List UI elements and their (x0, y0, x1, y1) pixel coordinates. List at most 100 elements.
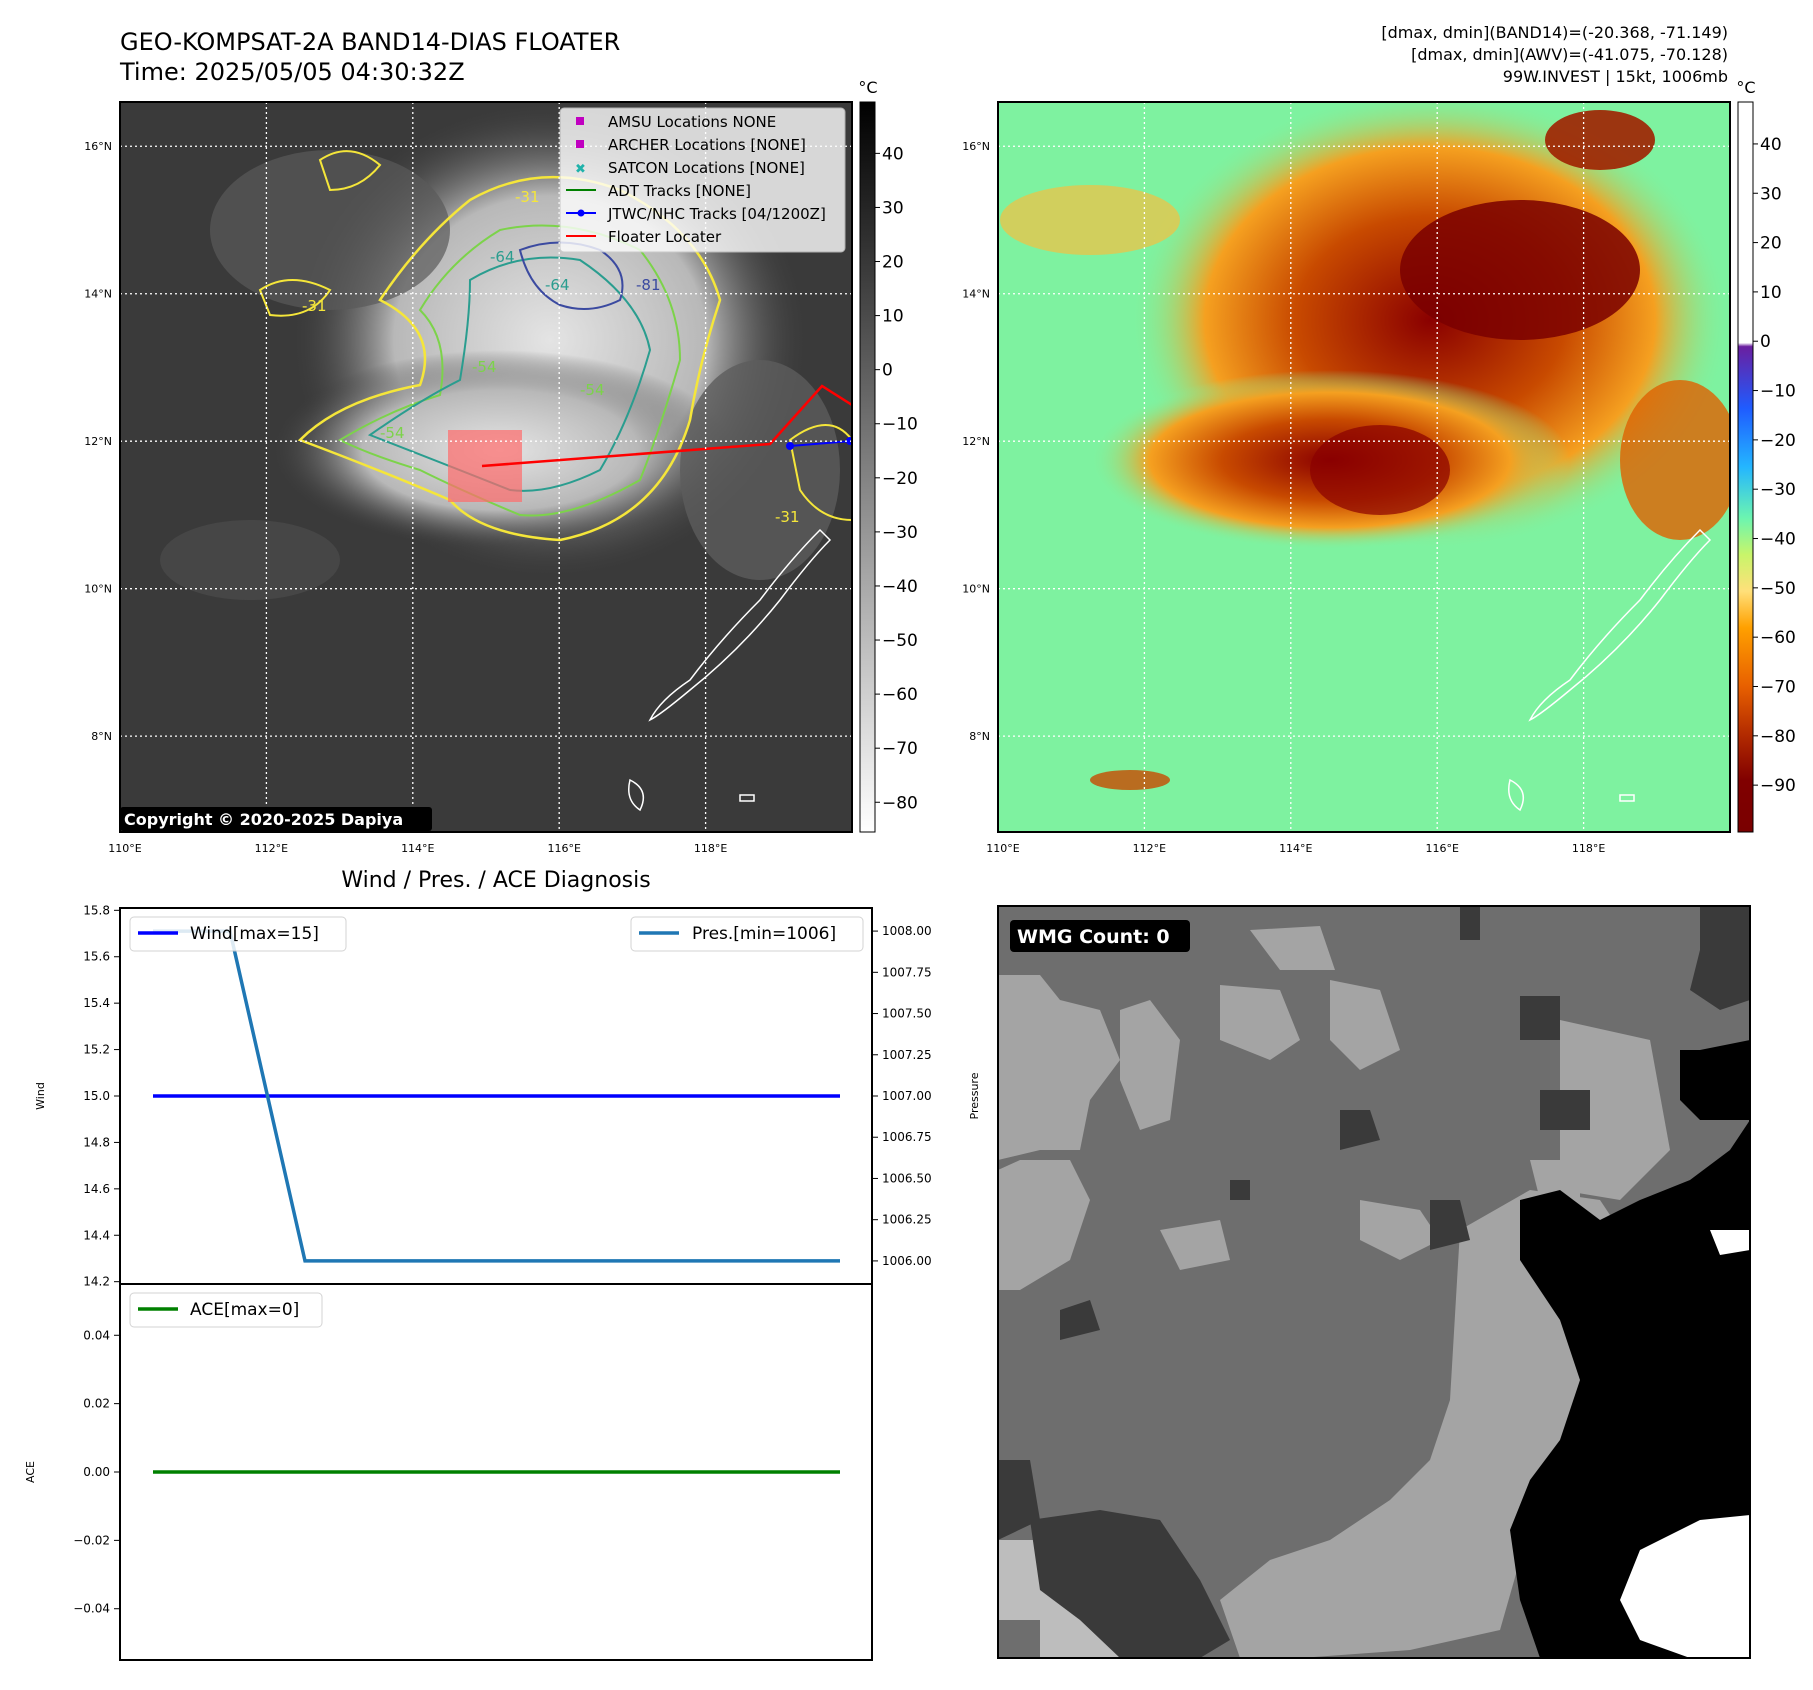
band14-lon-label: 114°E (401, 842, 434, 855)
pressure-ytick-label: 1006.50 (882, 1171, 932, 1185)
colorbar-left-tick-label: −80 (882, 793, 918, 813)
pressure-ytick-label: 1008.00 (882, 924, 932, 938)
pressure-ytick-label: 1007.00 (882, 1089, 932, 1103)
wind-ytick-label: 14.4 (83, 1228, 110, 1242)
wind-ytick-label: 14.6 (83, 1182, 110, 1196)
contour-label: -54 (580, 381, 605, 399)
jtwc-track-point (846, 437, 852, 445)
colorbar-right-tick-label: 0 (1760, 332, 1771, 352)
pressure-ytick-label: 1006.25 (882, 1213, 932, 1227)
legend-archer: ARCHER Locations [NONE] (608, 136, 806, 154)
info-storm: 99W.INVEST | 15kt, 1006mb (1503, 67, 1728, 86)
awv-lon-label: 110°E (986, 842, 1019, 855)
band14-lat-label: 8°N (91, 730, 112, 743)
wmg-count-label: WMG Count: 0 (1017, 926, 1170, 948)
band14-lon-label: 110°E (108, 842, 141, 855)
colorbar-left-tick-label: −20 (882, 469, 918, 489)
contour-label: -31 (302, 297, 327, 315)
colorbar-right-tick-label: 30 (1760, 184, 1782, 204)
jtwc-track-point (786, 442, 794, 450)
awv-lat-label: 10°N (962, 583, 990, 596)
ace-ytick-label: 0.00 (83, 1465, 110, 1479)
colorbar-left-tick-label: −60 (882, 685, 918, 705)
colorbar-left-tick-label: 0 (882, 361, 893, 381)
legend-amsu: AMSU Locations NONE (608, 113, 776, 131)
colorbar-right-tick-label: −60 (1760, 628, 1796, 648)
wind-ytick-label: 14.8 (83, 1135, 110, 1149)
contour-label: -81 (636, 276, 661, 294)
colorbar-right-tick-label: 10 (1760, 283, 1782, 303)
contour-label: -31 (775, 508, 800, 526)
pressure-ytick-label: 1006.00 (882, 1254, 932, 1268)
wind-ytick-label: 15.8 (83, 903, 110, 917)
pressure-ytick-label: 1007.50 (882, 1007, 932, 1021)
band14-lat-label: 10°N (84, 583, 112, 596)
colorbar-right-tick-label: 40 (1760, 135, 1782, 155)
pressure-legend-label: Pres.[min=1006] (692, 924, 836, 944)
colorbar-left-unit: °C (858, 78, 877, 97)
colorbar-right-tick-label: −70 (1760, 677, 1796, 697)
band14-lat-label: 16°N (84, 140, 112, 153)
wind-ytick-label: 15.0 (83, 1089, 110, 1103)
colorbar-right-tick-label: −10 (1760, 382, 1796, 402)
colorbar-right-tick-label: −20 (1760, 431, 1796, 451)
colorbar-left-tick-label: −50 (882, 631, 918, 651)
colorbar-right-tick-label: −80 (1760, 727, 1796, 747)
amsu-marker (576, 117, 584, 125)
awv-lon-label: 118°E (1572, 842, 1605, 855)
awv-lon-label: 114°E (1279, 842, 1312, 855)
colorbar-left-tick-label: 20 (882, 253, 904, 273)
colorbar-left-tick-label: 30 (882, 198, 904, 218)
pressure-ylabel: Pressure (968, 1072, 981, 1119)
legend-floater: Floater Locater (608, 228, 722, 246)
wind-legend-label: Wind[max=15] (190, 924, 319, 944)
wind-pressure-panel: 15.8 15.6 15.4 15.2 15.0 14.8 14.6 14.4 14.2 100… (34, 903, 981, 1288)
band14-lon-label: 116°E (547, 842, 580, 855)
info-awv: [dmax, dmin](AWV)=(-41.075, -70.128) (1411, 45, 1728, 64)
ace-ytick-label: 0.04 (83, 1328, 110, 1342)
awv-lat-label: 14°N (962, 288, 990, 301)
jtwc-marker-dot (577, 209, 585, 217)
pressure-ytick-label: 1007.75 (882, 965, 932, 979)
ace-panel: 0.04 0.02 0.00 −0.02 −0.04 ACE ACE[max=0] (24, 1283, 873, 1661)
map-legend: AMSU Locations NONE ARCHER Locations [NO… (559, 107, 846, 253)
colorbar-right-unit: °C (1736, 78, 1755, 97)
colorbar-left-tick-label: 10 (882, 307, 904, 327)
ace-ytick-label: −0.04 (73, 1602, 110, 1616)
awv-map: 16°N 14°N 12°N 10°N 8°N 110°E 112°E 114°E 116°E 1… (962, 101, 1731, 855)
colorbar-right-tick-label: −90 (1760, 776, 1796, 796)
pressure-ytick-label: 1007.25 (882, 1048, 932, 1062)
legend-adt: ADT Tracks [NONE] (608, 182, 751, 200)
colorbar-right-tick-label: −50 (1760, 579, 1796, 599)
legend-satcon: SATCON Locations [NONE] (608, 159, 805, 177)
wind-ytick-label: 15.4 (83, 996, 110, 1010)
wind-ytick-label: 14.2 (83, 1275, 110, 1289)
awv-lat-label: 12°N (962, 435, 990, 448)
contour-label: -31 (515, 188, 540, 206)
colorbar-right: °C 40 30 20 10 0 −10 −20 −30 −40 −50 −60 −70 −80 −90 (1736, 78, 1796, 833)
ace-legend-label: ACE[max=0] (190, 1300, 299, 1320)
colorbar-left-tick-label: 40 (882, 144, 904, 164)
colorbar-left-tick-label: −10 (882, 415, 918, 435)
wind-ylabel: Wind (34, 1082, 47, 1110)
wmg-panel: WMG Count: 0 (997, 905, 1751, 1659)
copyright-badge: Copyright © 2020-2025 Dapiya (120, 807, 432, 831)
archer-marker (576, 140, 584, 148)
satcon-marker: ✖ (575, 162, 586, 177)
copyright-text: Copyright © 2020-2025 Dapiya (124, 810, 403, 829)
band14-lon-label: 118°E (694, 842, 727, 855)
awv-lat-label: 16°N (962, 140, 990, 153)
figure-title: GEO-KOMPSAT-2A BAND14-DIAS FLOATER (120, 28, 620, 56)
colorbar-left-tick-label: −70 (882, 739, 918, 759)
contour-label: -54 (380, 424, 405, 442)
band14-lat-label: 14°N (84, 288, 112, 301)
awv-lon-label: 112°E (1133, 842, 1166, 855)
pressure-ytick-label: 1006.75 (882, 1130, 932, 1144)
info-band14: [dmax, dmin](BAND14)=(-20.368, -71.149) (1381, 23, 1728, 42)
band14-lon-label: 112°E (255, 842, 288, 855)
awv-lat-label: 8°N (969, 730, 990, 743)
colorbar-left-tick-label: −30 (882, 523, 918, 543)
contour-label: -64 (545, 276, 570, 294)
band14-lat-label: 12°N (84, 435, 112, 448)
